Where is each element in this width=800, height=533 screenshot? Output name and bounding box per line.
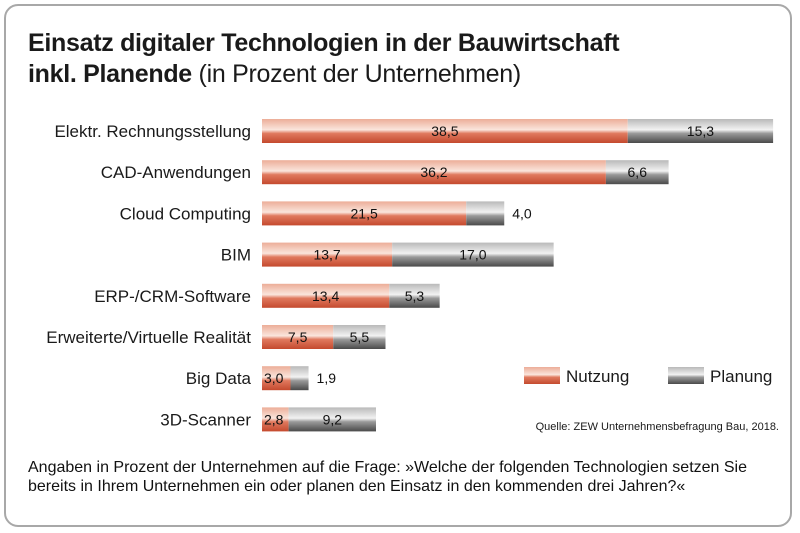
value-label-planung-3d-scanner: 9,2 <box>323 411 343 427</box>
bar-nutzung-big-data <box>262 366 291 391</box>
value-label-nutzung-big-data: 3,0 <box>264 370 284 386</box>
bar-planung-erp-crm-software <box>389 283 440 308</box>
category-label-big-data: Big Data <box>186 369 252 388</box>
category-label-elektr-rechnungsstellung: Elektr. Rechnungsstellung <box>54 122 251 141</box>
legend: Nutzung Planung <box>524 367 772 386</box>
bar-planung-elektr-rechnungsstellung <box>627 119 774 143</box>
title-line-2-normal: (in Prozent der Unternehmen) <box>191 60 522 88</box>
category-label-cad-anwendungen: CAD-Anwendungen <box>101 163 251 182</box>
legend-swatch-planung <box>668 367 704 384</box>
category-label-3d-scanner: 3D-Scanner <box>160 410 251 429</box>
bar-planung-3d-scanner <box>288 407 376 432</box>
value-label-nutzung-erp-crm-software: 13,4 <box>312 288 339 304</box>
source-note: Quelle: ZEW Unternehmensbefragung Bau, 2… <box>536 421 779 433</box>
bar-planung-bim <box>392 242 554 267</box>
category-label-erweiterte-virtuelle-realit-t: Erweiterte/Virtuelle Realität <box>46 328 251 347</box>
footnote: Angaben in Prozent der Unternehmen auf d… <box>28 459 747 495</box>
value-label-nutzung-cloud-computing: 21,5 <box>351 205 378 221</box>
value-label-planung-erp-crm-software: 5,3 <box>405 288 425 304</box>
bar-planung-erweiterte-virtuelle-realit-t <box>333 325 386 349</box>
value-label-planung-cloud-computing: 4,0 <box>512 205 532 221</box>
value-label-planung-cad-anwendungen: 6,6 <box>628 164 648 180</box>
category-label-erp-crm-software: ERP-/CRM-Software <box>94 287 251 306</box>
legend-label-nutzung: Nutzung <box>566 367 629 386</box>
value-label-planung-elektr-rechnungsstellung: 15,3 <box>687 123 714 139</box>
bar-planung-cad-anwendungen <box>605 160 669 185</box>
legend-swatch-nutzung <box>524 367 560 384</box>
chart-title: Einsatz digitaler Technologien in der Ba… <box>28 28 620 90</box>
title-line-2-bold: inkl. Planende <box>28 60 192 88</box>
value-label-nutzung-cad-anwendungen: 36,2 <box>420 164 447 180</box>
bars-layer: Elektr. Rechnungsstellung 38,5 15,3 CAD-Anw… <box>46 119 774 432</box>
bar-planung-cloud-computing <box>466 201 505 226</box>
title-line-2: inkl. Planende (in Prozent der Unternehm… <box>28 59 619 90</box>
category-label-cloud-computing: Cloud Computing <box>120 204 251 223</box>
bar-nutzung-elektr-rechnungsstellung <box>262 119 628 143</box>
bar-nutzung-erp-crm-software <box>262 283 390 308</box>
value-label-planung-erweiterte-virtuelle-realit-t: 5,5 <box>350 329 370 345</box>
bar-nutzung-cloud-computing <box>262 201 467 226</box>
value-label-nutzung-erweiterte-virtuelle-realit-t: 7,5 <box>288 329 308 345</box>
category-label-bim: BIM <box>221 246 251 265</box>
title-line-1: Einsatz digitaler Technologien in der Ba… <box>28 29 620 57</box>
value-label-nutzung-3d-scanner: 2,8 <box>264 411 284 427</box>
value-label-planung-bim: 17,0 <box>459 247 486 263</box>
bar-nutzung-erweiterte-virtuelle-realit-t <box>262 325 334 349</box>
bar-nutzung-bim <box>262 242 393 267</box>
bar-planung-big-data <box>290 366 309 391</box>
value-label-nutzung-bim: 13,7 <box>313 247 340 263</box>
value-label-nutzung-elektr-rechnungsstellung: 38,5 <box>431 123 458 139</box>
bar-nutzung-3d-scanner <box>262 407 289 432</box>
bar-nutzung-cad-anwendungen <box>262 160 606 185</box>
value-label-planung-big-data: 1,9 <box>317 370 337 386</box>
legend-label-planung: Planung <box>710 367 772 386</box>
